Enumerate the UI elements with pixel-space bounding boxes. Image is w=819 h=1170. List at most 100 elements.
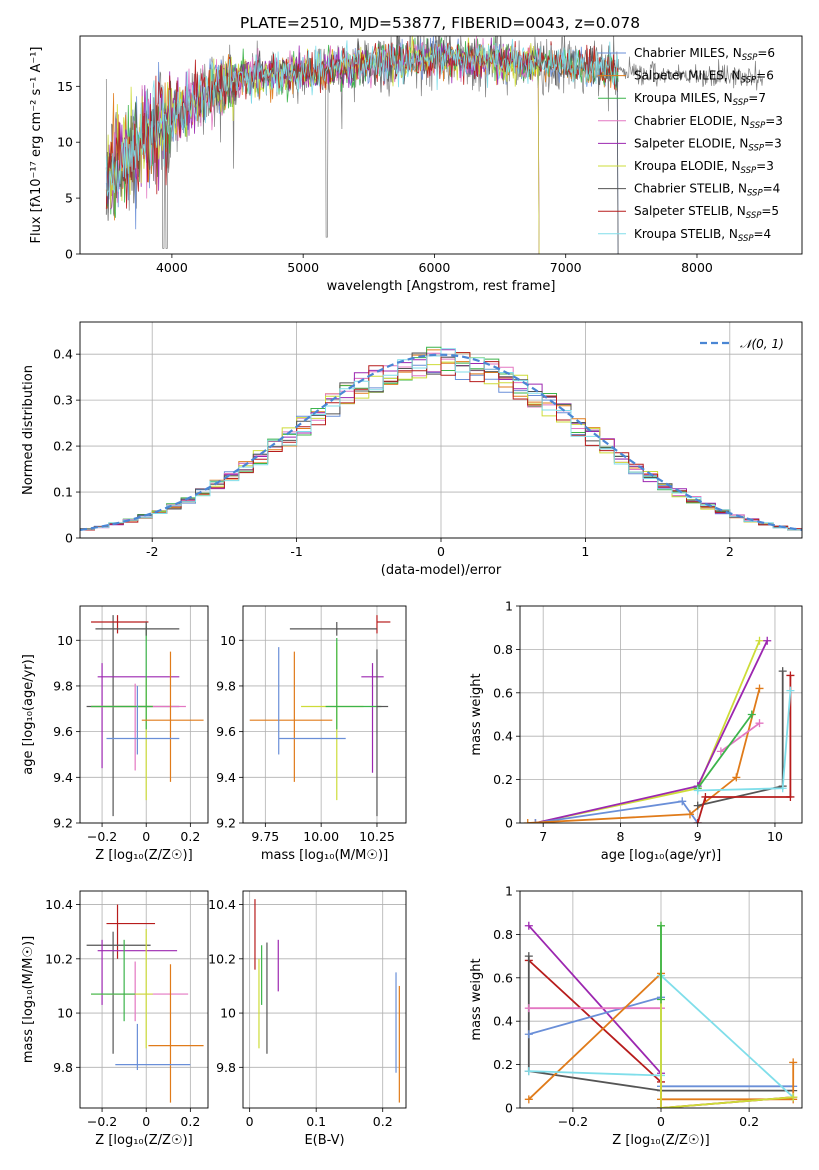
panel-residuals: -2 -1 0 1 2 0 0.1 0.2 0.3 0.4 (data-model)/error No… — [21, 321, 803, 578]
axes-frame — [79, 890, 209, 1109]
legend-entry-sub: SSP — [733, 98, 749, 108]
weight-marker — [685, 810, 694, 819]
x-tick-label: 8 — [616, 829, 624, 844]
weight-marker — [678, 797, 687, 806]
weight-marker — [755, 719, 764, 728]
legend-entry-sub: SSP — [746, 211, 762, 221]
y-tick-label: 1 — [505, 884, 513, 899]
legend-entry-suffix: =6 — [756, 69, 774, 83]
weight-marker — [531, 819, 540, 823]
weight-marker — [524, 1004, 533, 1013]
panel-age-vs-mass: 9.75 10.00 10.25 9.2 9.4 9.6 9.8 10 mass [log₁₀(… — [216, 605, 407, 863]
y-tick-label: 0 — [65, 247, 73, 262]
legend-entry-1: Salpeter MILES, NSSP=6 — [634, 69, 774, 86]
plot-area-weight-vs-Z — [524, 921, 798, 1108]
axes-frame — [519, 890, 803, 1109]
x-tick-label: −0.2 — [87, 829, 117, 844]
axes-frame — [79, 605, 209, 824]
legend-entry-suffix: =7 — [748, 91, 766, 105]
x-axis-label: Z [log₁₀(Z/Z☉)] — [95, 1133, 192, 1148]
x-tick-label: 10.25 — [359, 829, 395, 844]
weight-marker — [524, 1067, 533, 1076]
x-axis-label: Z [log₁₀(Z/Z☉)] — [612, 1133, 709, 1148]
y-tick-label: 9.6 — [216, 724, 236, 739]
x-tick-label: 0.2 — [373, 1114, 393, 1129]
y-tick-label: 0.4 — [493, 729, 513, 744]
weight-marker — [524, 1095, 533, 1104]
weight-marker — [657, 1104, 665, 1108]
y-tick-label: 0.6 — [493, 970, 513, 985]
legend-entry-suffix: =4 — [763, 182, 781, 196]
weight-marker — [755, 636, 764, 645]
axes-frame — [79, 35, 803, 255]
y-tick-label: 0.1 — [53, 485, 73, 500]
y-axis-label: mass [log₁₀(M/M☉)] — [21, 936, 36, 1063]
legend-entry-2: Kroupa MILES, NSSP=7 — [634, 91, 766, 108]
x-tick-label: 0.2 — [739, 1114, 759, 1129]
y-tick-label: 9.2 — [216, 816, 236, 831]
axes-frame — [242, 605, 407, 824]
plot-area-spectrum — [105, 36, 763, 254]
x-tick-label: 4000 — [156, 260, 188, 275]
y-tick-label: 0.6 — [493, 685, 513, 700]
weight-marker — [693, 819, 702, 823]
panel-weight-vs-age: 7 8 9 10 0 0.2 0.4 0.6 0.8 1 age [log₁₀(age/yr)] ma… — [469, 599, 803, 863]
panel-spectrum: 4000 5000 6000 7000 8000 0 5 10 15 wavelength [An… — [29, 35, 803, 294]
x-tick-label: 10.00 — [303, 829, 339, 844]
weight-marker — [524, 921, 533, 930]
y-tick-label: 10.2 — [45, 951, 73, 966]
axes-frame — [519, 605, 803, 824]
legend-entry-sub: SSP — [750, 121, 766, 131]
x-axis-label: age [log₁₀(age/yr)] — [601, 848, 722, 863]
legend-entry-8: Kroupa STELIB, NSSP=4 — [634, 227, 771, 244]
legend-entry-sub: SSP — [738, 234, 754, 244]
panel-mass-vs-Z: −0.2 0 0.2 9.8 10 10.2 10.4 Z [log₁₀(Z/Z☉)] mass… — [21, 890, 209, 1148]
weight-line-7 — [696, 675, 792, 823]
legend-entry-suffix: =3 — [756, 159, 774, 173]
y-tick-label: 0 — [65, 531, 73, 546]
figure-title: PLATE=2510, MJD=53877, FIBERID=0043, z=0… — [240, 14, 640, 32]
legend-entry-5: Kroupa ELODIE, NSSP=3 — [634, 159, 774, 176]
y-tick-label: 9.2 — [53, 816, 73, 831]
weight-marker — [524, 1030, 533, 1039]
panel-mass-vs-EBV: 0 0.1 0.2 9.8 10 10.2 10.4 E(B-V) — [208, 890, 407, 1148]
y-tick-label: 9.4 — [216, 770, 236, 785]
weight-marker — [657, 921, 665, 930]
x-tick-label: 0 — [657, 1114, 665, 1129]
weight-line-2 — [527, 956, 794, 1092]
y-tick-label: 10 — [57, 135, 73, 150]
y-tick-label: 10 — [220, 1006, 236, 1021]
x-tick-label: 0.2 — [180, 829, 200, 844]
weight-marker — [732, 773, 741, 782]
x-tick-label: 2 — [726, 544, 734, 559]
y-tick-label: 0.2 — [493, 1057, 513, 1072]
histogram-step-7 — [80, 352, 802, 531]
weight-line-1 — [535, 640, 769, 823]
legend-entry-sub: SSP — [741, 76, 757, 86]
x-tick-label: 8000 — [681, 260, 713, 275]
legend-entry-6: Chabrier STELIB, NSSP=4 — [634, 182, 780, 199]
x-tick-label: 0.2 — [180, 1114, 200, 1129]
y-tick-label: 10.4 — [208, 897, 236, 912]
histogram-step-8 — [80, 348, 802, 531]
x-tick-label: 0 — [142, 1114, 150, 1129]
weight-marker — [778, 784, 787, 793]
legend-entry-0: Chabrier MILES, NSSP=6 — [634, 46, 775, 63]
y-tick-label: 9.8 — [216, 1060, 236, 1075]
y-tick-label: 0 — [505, 1101, 513, 1116]
y-tick-label: 0.4 — [493, 1014, 513, 1029]
weight-marker — [755, 684, 764, 693]
weight-marker — [786, 671, 795, 680]
plot-area-age-vs-Z — [86, 615, 204, 817]
legend-entry-7: Salpeter STELIB, NSSP=5 — [634, 204, 779, 221]
y-axis-label: Flux [fλ10⁻¹⁷ erg cm⁻² s⁻¹ A⁻¹] — [29, 47, 44, 244]
y-tick-label: 15 — [57, 79, 73, 94]
legend-entry-suffix: =6 — [757, 46, 775, 60]
y-tick-label: 0.2 — [493, 772, 513, 787]
x-tick-label: 9.75 — [251, 829, 279, 844]
x-tick-label: 7000 — [550, 260, 582, 275]
x-tick-label: 5000 — [287, 260, 319, 275]
legend-entry-normal: 𝒩(0, 1) — [740, 337, 784, 351]
weight-marker — [693, 801, 702, 810]
